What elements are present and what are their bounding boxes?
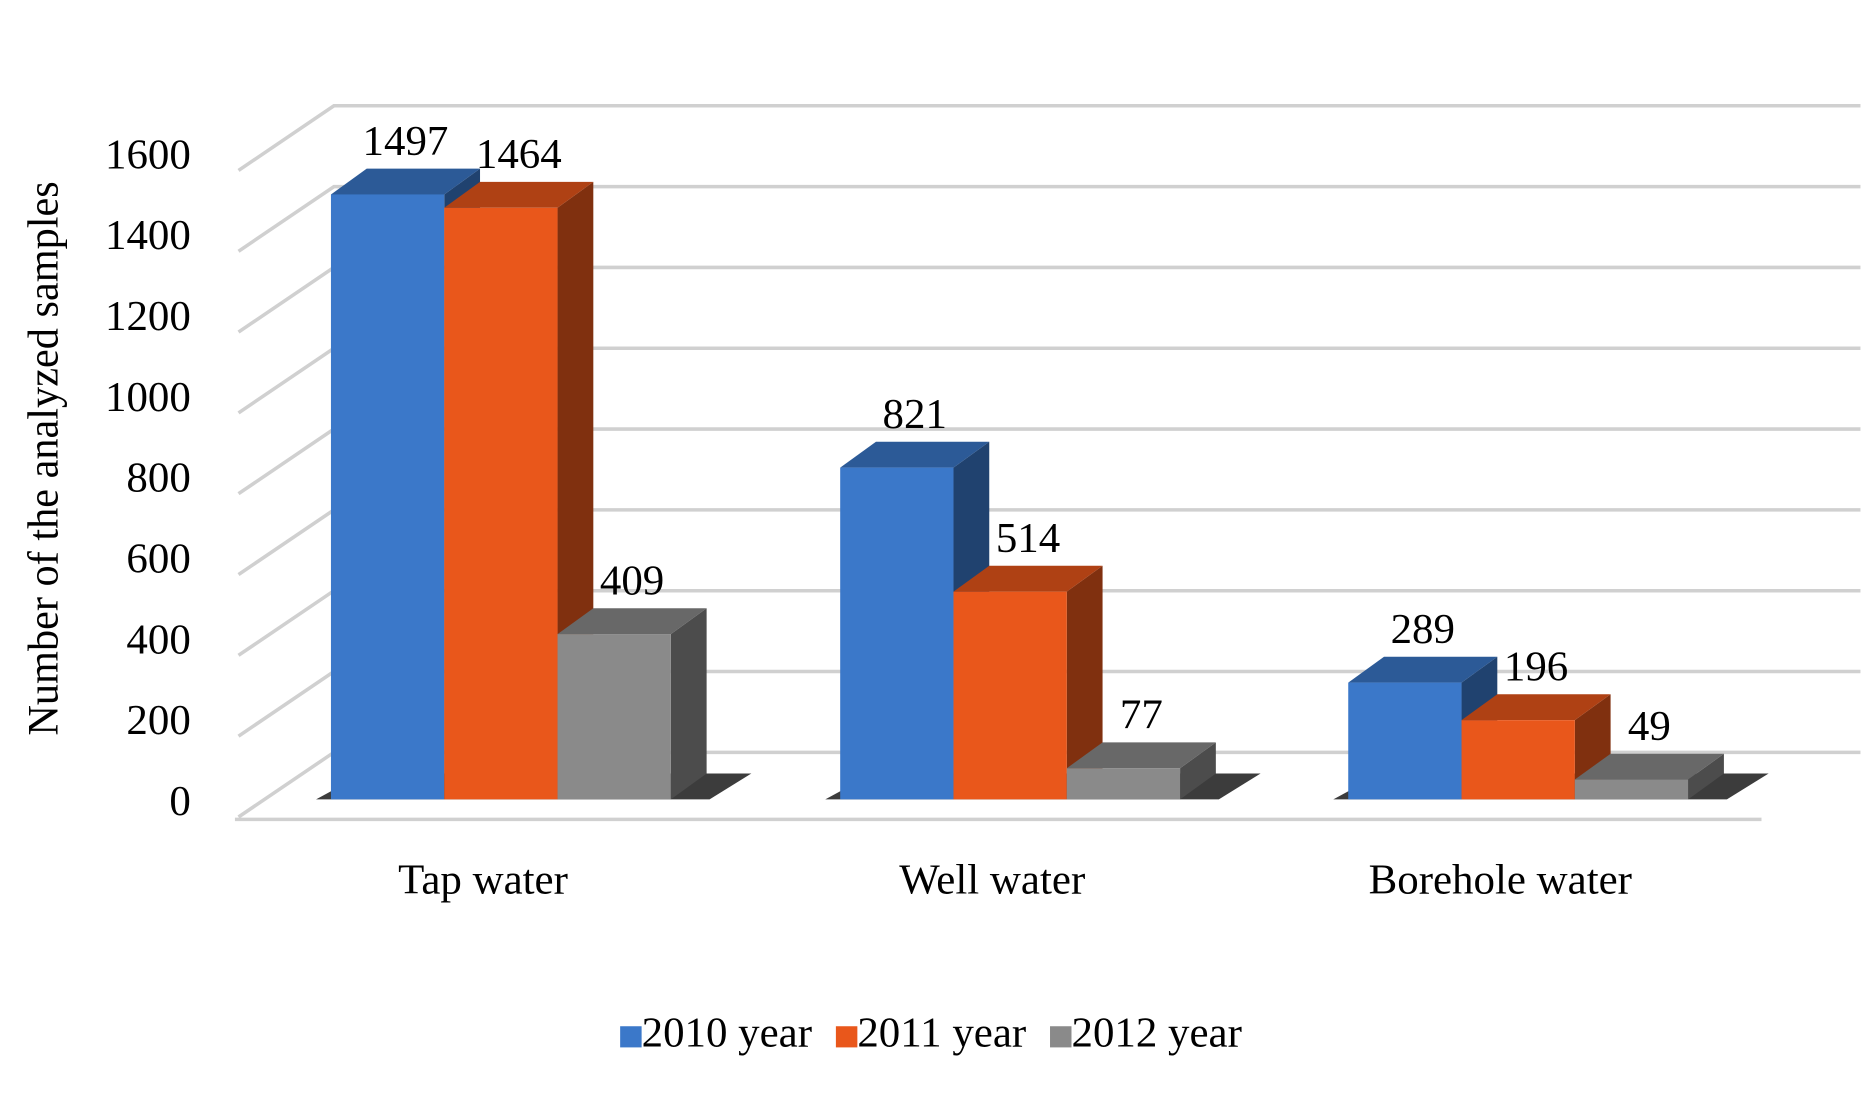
- bar: [840, 467, 954, 800]
- y-tick-label: 800: [126, 455, 190, 502]
- bar-top: [557, 608, 707, 635]
- y-tick-label: 1200: [105, 293, 191, 340]
- bar-top: [330, 168, 481, 195]
- legend-label: 2012 year: [1071, 1010, 1241, 1057]
- data-label: 77: [1120, 692, 1163, 739]
- x-tick-label: Borehole water: [1369, 857, 1632, 904]
- bar: [1066, 768, 1181, 800]
- y-tick-label: 1000: [105, 374, 191, 421]
- bar: [1574, 779, 1689, 800]
- legend-swatch: [835, 1026, 858, 1048]
- data-label: 196: [1504, 644, 1568, 691]
- grid-line: [237, 104, 1861, 172]
- y-axis-label: Number of the analyzed samples: [20, 181, 67, 735]
- bar-side: [1066, 565, 1103, 800]
- data-label: 821: [883, 391, 947, 438]
- data-label: 49: [1628, 703, 1671, 750]
- y-tick-label: 1400: [105, 212, 191, 259]
- bar-top: [1461, 694, 1611, 721]
- grid-line: [237, 184, 1861, 253]
- bar: [444, 207, 558, 800]
- bar-top: [1066, 742, 1216, 769]
- bar: [953, 591, 1067, 800]
- bar-side: [1180, 742, 1216, 800]
- y-tick-label: 0: [169, 778, 190, 825]
- bar-top: [953, 565, 1103, 592]
- bar-top: [840, 441, 990, 468]
- legend-label: 2010 year: [642, 1010, 812, 1057]
- data-label: 514: [996, 515, 1060, 562]
- bar: [330, 194, 445, 800]
- bar: [1461, 720, 1575, 800]
- x-tick-label: Well water: [899, 857, 1085, 904]
- legend-label: 2011 year: [857, 1010, 1026, 1057]
- bar-top: [1574, 753, 1724, 780]
- y-tick-label: 600: [126, 536, 190, 583]
- y-tick-label: 1600: [105, 132, 191, 179]
- bar-side: [1688, 753, 1724, 800]
- data-label: 289: [1391, 606, 1455, 653]
- data-label: 1464: [476, 131, 562, 178]
- data-label: 409: [600, 558, 664, 605]
- bar-top: [1348, 656, 1498, 683]
- bar: [557, 634, 671, 800]
- x-tick-label: Tap water: [398, 857, 568, 904]
- y-tick-label: 200: [126, 697, 190, 744]
- bar: [1348, 682, 1462, 800]
- y-tick-label: 400: [126, 617, 190, 664]
- bar-side: [670, 608, 707, 800]
- legend-swatch: [1050, 1026, 1072, 1048]
- legend-swatch: [620, 1026, 642, 1048]
- bar-top: [444, 181, 594, 208]
- data-label: 1497: [363, 118, 449, 165]
